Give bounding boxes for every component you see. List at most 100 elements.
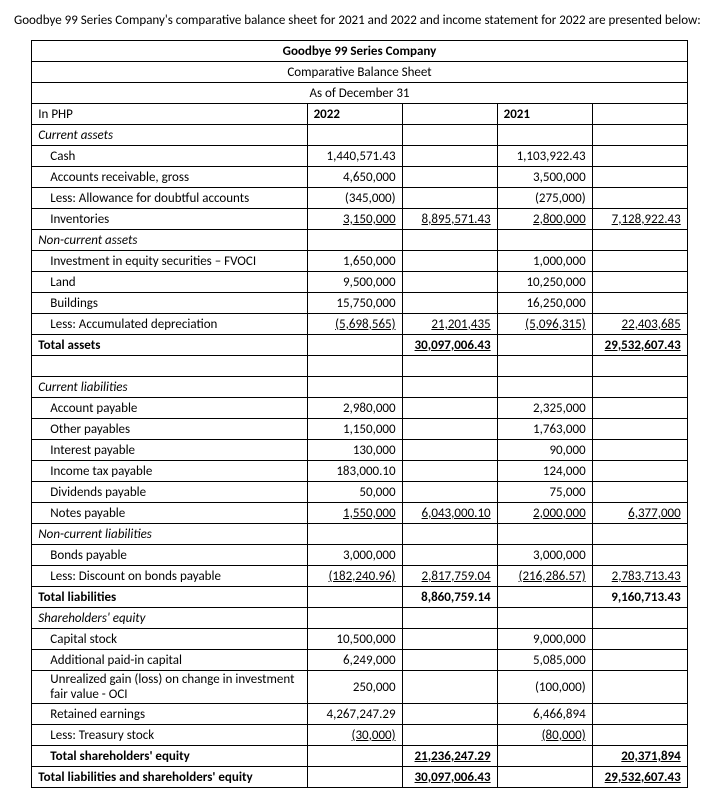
table-row: Land9,500,000 10,250,000 (32, 272, 687, 293)
row-label: Account payable (32, 398, 307, 419)
row-label: Less: Treasury stock (32, 725, 307, 746)
table-row: Cash1,440,571.43 1,103,922.43 (32, 146, 687, 167)
cell: 1,000,000 (497, 251, 592, 272)
cell: 21,236,247.29 (402, 746, 497, 767)
table-row: Capital stock10,500,0009,000,000 (32, 629, 687, 650)
cell: (345,000) (307, 188, 402, 209)
cell: 2,800,000 (497, 209, 592, 230)
cell: (182,240.96) (307, 566, 402, 587)
cell: 29,532,607.43 (592, 335, 687, 356)
table-row: Dividends payable50,000 75,000 (32, 482, 687, 503)
cell: 2,325,000 (497, 398, 592, 419)
cell: 1,550,000 (307, 503, 402, 524)
title-company: Goodbye 99 Series Company (32, 41, 687, 62)
cell: (5,698,565) (307, 314, 402, 335)
row-label: Notes payable (32, 503, 307, 524)
row-total-equity: Total shareholders' equity (32, 746, 307, 767)
cell: 4,267,247.29 (307, 704, 402, 725)
table-row: Income tax payable183,000.10 124,000 (32, 461, 687, 482)
table-row: Current assets (32, 125, 687, 146)
cell: 75,000 (497, 482, 592, 503)
cell: (100,000) (497, 671, 592, 704)
row-label: Capital stock (32, 629, 307, 650)
cell: 1,103,922.43 (497, 146, 592, 167)
table-row: Current liabilities (32, 377, 687, 398)
table-row: Other payables1,150,0001,763,000 (32, 419, 687, 440)
table-row: As of December 31 (32, 83, 687, 104)
row-label: Dividends payable (32, 482, 307, 503)
cell: (30,000) (307, 725, 402, 746)
cell: 90,000 (497, 440, 592, 461)
table-row: In PHP 2022 2021 (32, 104, 687, 125)
table-row: Additional paid-in capital6,249,0005,085… (32, 650, 687, 671)
row-label: Retained earnings (32, 704, 307, 725)
cell: 15,750,000 (307, 293, 402, 314)
row-label: Interest payable (32, 440, 307, 461)
section-current-liabilities: Current liabilities (32, 377, 307, 398)
row-total-liab-equity: Total liabilities and shareholders' equi… (32, 767, 307, 788)
row-label: Other payables (32, 419, 307, 440)
cell: 3,000,000 (307, 545, 402, 566)
header-unit: In PHP (32, 104, 307, 125)
cell: 30,097,006.43 (402, 335, 497, 356)
table-row: Interest payable130,000 90,000 (32, 440, 687, 461)
cell: 16,250,000 (497, 293, 592, 314)
table-row: Notes payable1,550,0006,043,000.102,000,… (32, 503, 687, 524)
cell: 3,150,000 (307, 209, 402, 230)
table-row: Goodbye 99 Series Company (32, 41, 687, 62)
table-row: Comparative Balance Sheet (32, 62, 687, 83)
cell: 6,043,000.10 (402, 503, 497, 524)
row-label: Additional paid-in capital (32, 650, 307, 671)
cell: 2,783,713.43 (592, 566, 687, 587)
cell: 183,000.10 (307, 461, 402, 482)
cell: 9,160,713.43 (592, 587, 687, 608)
cell: 1,763,000 (497, 419, 592, 440)
row-label: Cash (32, 146, 307, 167)
cell: 50,000 (307, 482, 402, 503)
cell: 8,895,571.43 (402, 209, 497, 230)
row-label: Inventories (32, 209, 307, 230)
cell: 7,128,922.43 (592, 209, 687, 230)
row-label: Buildings (32, 293, 307, 314)
cell: 10,500,000 (307, 629, 402, 650)
title-statement: Comparative Balance Sheet (32, 62, 687, 83)
table-row: Accounts receivable, gross4,650,0003,500… (32, 167, 687, 188)
table-row: Bonds payable3,000,0003,000,000 (32, 545, 687, 566)
cell: 124,000 (497, 461, 592, 482)
table-row: Account payable2,980,0002,325,000 (32, 398, 687, 419)
cell: 6,466,894 (497, 704, 592, 725)
cell: (80,000) (497, 725, 592, 746)
section-noncurrent-assets: Non-current assets (32, 230, 307, 251)
table-row: Unrealized gain (loss) on change in inve… (32, 671, 687, 704)
row-label: Less: Allowance for doubtful accounts (32, 188, 307, 209)
cell: 3,000,000 (497, 545, 592, 566)
table-row: Non-current liabilities (32, 524, 687, 545)
table-row: Investment in equity securities – FVOCI1… (32, 251, 687, 272)
cell: 20,371,894 (592, 746, 687, 767)
cell: 1,650,000 (307, 251, 402, 272)
cell: (275,000) (497, 188, 592, 209)
row-label: Investment in equity securities – FVOCI (32, 251, 307, 272)
header-2022: 2022 (307, 104, 402, 125)
table-row: Less: Accumulated depreciation(5,698,565… (32, 314, 687, 335)
table-row: Total shareholders' equity 21,236,247.29 2… (32, 746, 687, 767)
cell: 30,097,006.43 (402, 767, 497, 788)
row-label: Income tax payable (32, 461, 307, 482)
cell: 22,403,685 (592, 314, 687, 335)
cell: 3,500,000 (497, 167, 592, 188)
row-label: Land (32, 272, 307, 293)
row-label: Accounts receivable, gross (32, 167, 307, 188)
cell: 21,201,435 (402, 314, 497, 335)
section-current-assets: Current assets (32, 125, 307, 146)
cell: 10,250,000 (497, 272, 592, 293)
cell: 1,440,571.43 (307, 146, 402, 167)
cell: 5,085,000 (497, 650, 592, 671)
title-date: As of December 31 (32, 83, 687, 104)
intro-text: Goodbye 99 Series Company's comparative … (14, 12, 705, 30)
cell: 130,000 (307, 440, 402, 461)
cell: 9,500,000 (307, 272, 402, 293)
row-label: Less: Accumulated depreciation (32, 314, 307, 335)
cell: (5,096,315) (497, 314, 592, 335)
balance-sheet-table: Goodbye 99 Series Company Comparative Ba… (31, 40, 687, 788)
section-noncurrent-liabilities: Non-current liabilities (32, 524, 307, 545)
